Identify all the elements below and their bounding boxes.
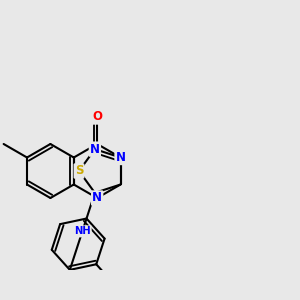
Text: NH: NH (74, 226, 91, 236)
Text: N: N (116, 151, 125, 164)
Text: O: O (92, 110, 102, 124)
Text: N: N (90, 143, 100, 156)
Text: N: N (92, 191, 102, 205)
Text: S: S (75, 164, 83, 178)
